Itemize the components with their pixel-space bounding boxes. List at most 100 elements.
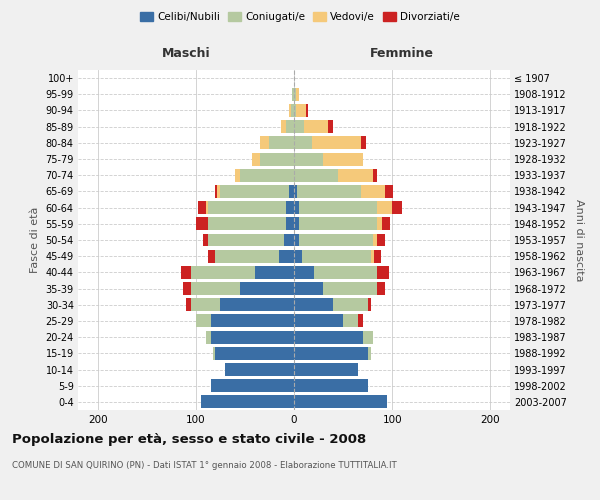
Y-axis label: Anni di nascita: Anni di nascita — [574, 198, 584, 281]
Bar — [294, 169, 338, 181]
Bar — [286, 218, 294, 230]
Bar — [208, 218, 286, 230]
Bar — [296, 88, 299, 101]
Bar — [377, 234, 385, 246]
Bar — [363, 330, 373, 344]
Bar — [294, 104, 296, 117]
Bar — [294, 120, 304, 133]
Bar — [377, 218, 382, 230]
Bar — [373, 169, 377, 181]
Bar — [286, 201, 294, 214]
Bar — [323, 282, 377, 295]
Bar — [323, 152, 363, 166]
Bar — [198, 201, 206, 214]
Bar — [260, 136, 269, 149]
Text: Popolazione per età, sesso e stato civile - 2008: Popolazione per età, sesso e stato civil… — [12, 432, 366, 446]
Bar — [281, 120, 286, 133]
Bar — [208, 201, 286, 214]
Bar — [208, 234, 284, 246]
Bar — [203, 234, 208, 246]
Bar — [289, 104, 291, 117]
Bar — [294, 396, 387, 408]
Bar — [294, 298, 333, 311]
Bar — [217, 185, 220, 198]
Bar — [252, 152, 260, 166]
Bar — [294, 363, 358, 376]
Bar — [306, 104, 308, 117]
Bar — [215, 250, 279, 262]
Bar — [208, 250, 215, 262]
Bar — [302, 250, 371, 262]
Bar — [311, 136, 361, 149]
Bar — [284, 234, 294, 246]
Bar — [260, 152, 294, 166]
Bar — [235, 169, 240, 181]
Bar — [191, 298, 220, 311]
Bar — [279, 250, 294, 262]
Bar — [294, 330, 363, 344]
Bar — [269, 136, 294, 149]
Bar — [368, 347, 371, 360]
Text: Femmine: Femmine — [370, 48, 434, 60]
Bar — [186, 298, 191, 311]
Bar — [361, 136, 365, 149]
Bar — [201, 396, 294, 408]
Bar — [294, 152, 323, 166]
Bar — [314, 266, 377, 279]
Bar — [181, 266, 191, 279]
Bar — [368, 298, 371, 311]
Bar — [299, 201, 377, 214]
Bar — [343, 314, 358, 328]
Bar — [214, 347, 215, 360]
Bar — [294, 266, 314, 279]
Bar — [294, 379, 368, 392]
Bar — [206, 201, 208, 214]
Bar — [333, 298, 368, 311]
Bar — [211, 379, 294, 392]
Bar — [294, 234, 299, 246]
Bar — [294, 347, 368, 360]
Bar — [225, 363, 294, 376]
Bar — [294, 136, 311, 149]
Bar — [206, 330, 211, 344]
Bar — [294, 314, 343, 328]
Bar — [373, 234, 377, 246]
Bar — [328, 120, 333, 133]
Bar — [286, 120, 294, 133]
Bar — [191, 266, 255, 279]
Bar — [289, 185, 294, 198]
Bar — [299, 218, 377, 230]
Bar — [196, 218, 208, 230]
Bar — [296, 104, 306, 117]
Bar — [294, 201, 299, 214]
Bar — [215, 347, 294, 360]
Bar — [240, 282, 294, 295]
Bar — [255, 266, 294, 279]
Bar — [215, 185, 217, 198]
Bar — [294, 282, 323, 295]
Bar — [196, 314, 211, 328]
Bar — [297, 185, 361, 198]
Y-axis label: Fasce di età: Fasce di età — [30, 207, 40, 273]
Bar — [358, 314, 363, 328]
Bar — [211, 330, 294, 344]
Legend: Celibi/Nubili, Coniugati/e, Vedovi/e, Divorziati/e: Celibi/Nubili, Coniugati/e, Vedovi/e, Di… — [136, 8, 464, 26]
Bar — [371, 250, 374, 262]
Bar — [294, 185, 297, 198]
Bar — [385, 185, 393, 198]
Text: Maschi: Maschi — [161, 48, 211, 60]
Bar — [304, 120, 328, 133]
Bar — [361, 185, 385, 198]
Bar — [299, 234, 373, 246]
Bar — [220, 185, 289, 198]
Bar — [211, 314, 294, 328]
Bar — [291, 104, 294, 117]
Bar — [292, 88, 294, 101]
Bar — [240, 169, 294, 181]
Bar — [382, 218, 390, 230]
Bar — [294, 88, 296, 101]
Bar — [294, 218, 299, 230]
Bar — [220, 298, 294, 311]
Text: COMUNE DI SAN QUIRINO (PN) - Dati ISTAT 1° gennaio 2008 - Elaborazione TUTTITALI: COMUNE DI SAN QUIRINO (PN) - Dati ISTAT … — [12, 460, 397, 469]
Bar — [392, 201, 402, 214]
